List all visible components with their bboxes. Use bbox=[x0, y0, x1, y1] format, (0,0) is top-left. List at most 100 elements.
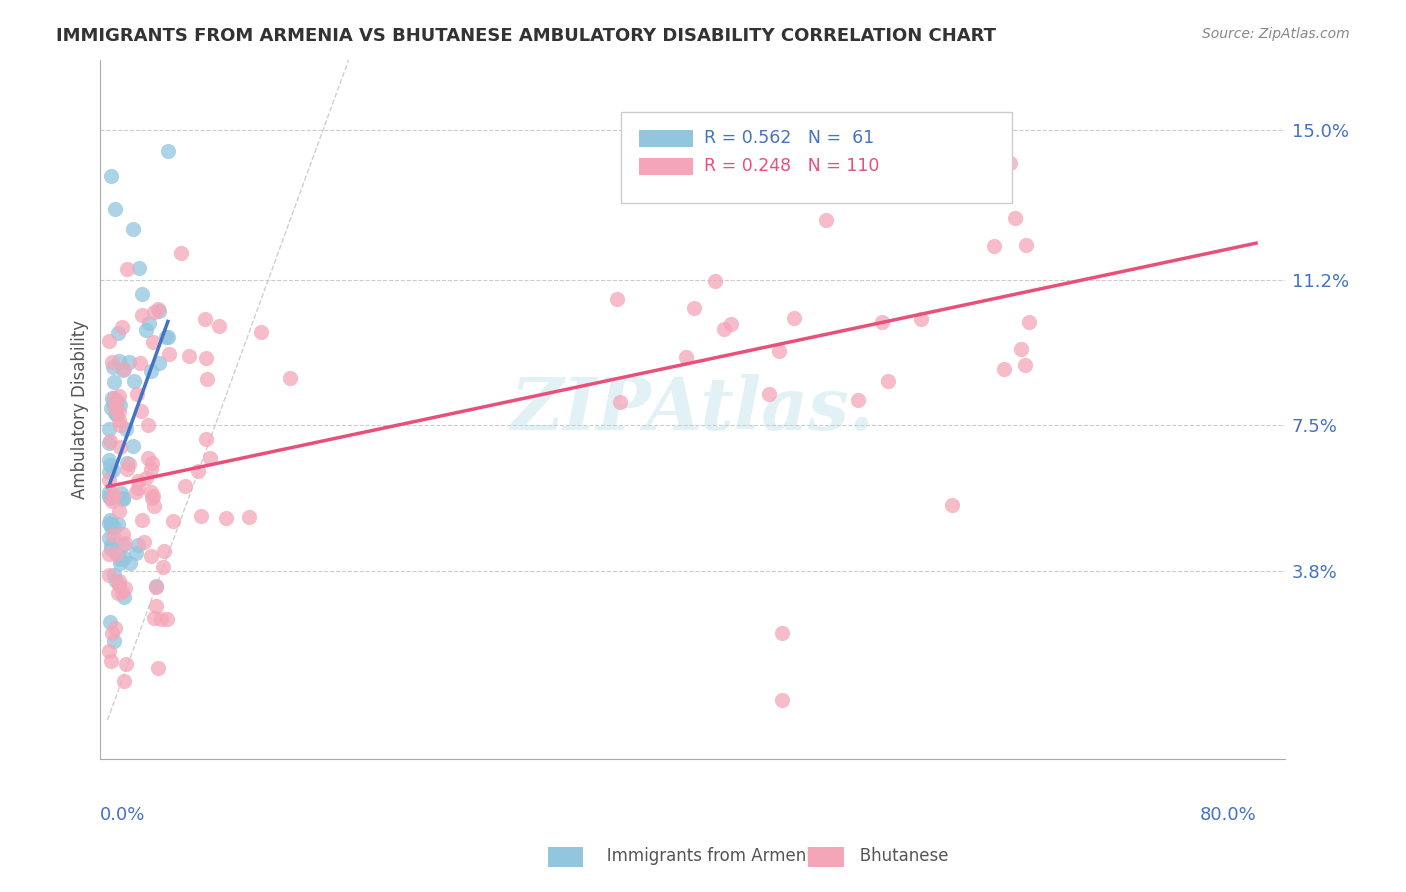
Point bbox=[848, 392, 870, 407]
Point bbox=[139, 484, 162, 499]
Point bbox=[97, 568, 120, 582]
Point bbox=[110, 440, 132, 454]
Point bbox=[143, 305, 166, 319]
Point bbox=[1015, 238, 1038, 252]
Point bbox=[148, 356, 170, 370]
Point bbox=[114, 536, 136, 550]
Text: 0.0%: 0.0% bbox=[100, 806, 146, 824]
Point bbox=[136, 418, 159, 433]
Point bbox=[101, 626, 124, 640]
Point bbox=[146, 661, 169, 675]
Point bbox=[100, 169, 122, 184]
Point bbox=[100, 615, 122, 630]
Point bbox=[150, 612, 173, 626]
Point bbox=[107, 326, 129, 341]
Point bbox=[156, 330, 179, 344]
Point bbox=[142, 335, 165, 350]
Point bbox=[103, 520, 125, 534]
Point bbox=[104, 407, 127, 421]
Text: 80.0%: 80.0% bbox=[1199, 806, 1256, 824]
Point bbox=[145, 579, 167, 593]
Point bbox=[108, 354, 131, 368]
Point bbox=[112, 363, 135, 377]
Point bbox=[131, 512, 153, 526]
Point bbox=[105, 398, 128, 412]
Point bbox=[112, 538, 135, 552]
Point bbox=[156, 144, 179, 158]
Point bbox=[641, 162, 664, 177]
Point bbox=[98, 547, 121, 561]
Point bbox=[131, 308, 153, 322]
Point bbox=[100, 490, 122, 504]
Point bbox=[103, 375, 125, 389]
Point bbox=[112, 362, 135, 376]
FancyBboxPatch shape bbox=[621, 112, 1012, 203]
Y-axis label: Ambulatory Disability: Ambulatory Disability bbox=[72, 320, 89, 499]
Point bbox=[170, 246, 193, 260]
Point bbox=[139, 462, 162, 476]
Point bbox=[107, 578, 129, 592]
Point bbox=[98, 436, 121, 450]
Point bbox=[120, 556, 142, 570]
Bar bbox=[640, 158, 693, 175]
Point bbox=[117, 456, 139, 470]
Point bbox=[105, 394, 128, 409]
Point bbox=[941, 498, 963, 512]
Point bbox=[100, 491, 122, 505]
Point bbox=[104, 402, 127, 417]
Point bbox=[122, 375, 145, 389]
Point bbox=[208, 318, 231, 333]
Point bbox=[100, 401, 122, 415]
Point bbox=[278, 371, 301, 385]
Point bbox=[103, 568, 125, 582]
Point bbox=[720, 317, 742, 331]
Point bbox=[606, 292, 628, 306]
Point bbox=[112, 491, 135, 505]
Point bbox=[97, 485, 120, 500]
Point bbox=[112, 590, 135, 604]
Point bbox=[108, 389, 131, 403]
Point bbox=[98, 474, 121, 488]
Point bbox=[129, 404, 152, 418]
Point bbox=[194, 312, 217, 326]
Point bbox=[998, 156, 1021, 170]
Point bbox=[98, 513, 121, 527]
Point bbox=[100, 354, 122, 368]
Point bbox=[195, 351, 218, 365]
Point bbox=[100, 542, 122, 557]
Point bbox=[115, 657, 138, 671]
Point bbox=[162, 514, 184, 528]
Point bbox=[187, 464, 209, 478]
Point bbox=[713, 322, 735, 336]
Point bbox=[675, 350, 697, 364]
Point bbox=[145, 581, 167, 595]
Point bbox=[993, 361, 1015, 376]
Point bbox=[122, 440, 145, 454]
Point bbox=[110, 485, 132, 500]
Point bbox=[110, 552, 132, 566]
Point bbox=[127, 481, 149, 495]
Point bbox=[132, 534, 155, 549]
Point bbox=[141, 364, 163, 378]
Point bbox=[131, 286, 153, 301]
Point bbox=[155, 330, 177, 344]
Point bbox=[148, 304, 170, 318]
Point bbox=[100, 654, 122, 668]
Point bbox=[101, 528, 124, 542]
Point bbox=[136, 450, 159, 465]
Point bbox=[870, 315, 893, 329]
Point bbox=[127, 474, 149, 488]
Text: ZIPAtlas.: ZIPAtlas. bbox=[510, 374, 875, 445]
Point bbox=[108, 405, 131, 419]
Point bbox=[108, 417, 131, 432]
Point bbox=[98, 465, 121, 479]
Point bbox=[114, 673, 136, 688]
Point bbox=[886, 162, 908, 177]
Point bbox=[138, 316, 160, 330]
Point bbox=[117, 462, 139, 476]
Point bbox=[1014, 358, 1036, 372]
Point bbox=[100, 392, 122, 406]
Point bbox=[111, 527, 134, 541]
Text: Bhutanese: Bhutanese bbox=[844, 847, 948, 865]
Point bbox=[1004, 211, 1026, 225]
